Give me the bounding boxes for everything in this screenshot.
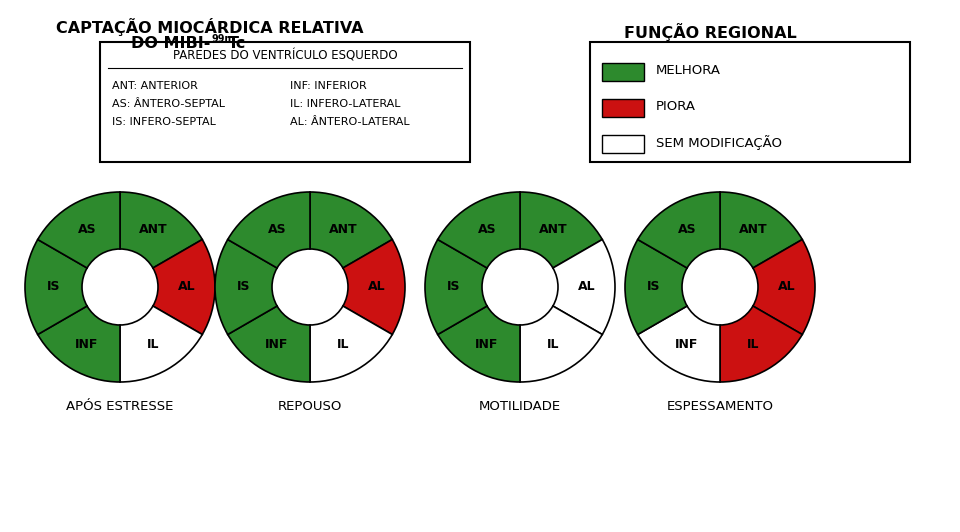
Text: IS: IS <box>237 280 251 294</box>
Wedge shape <box>753 239 815 335</box>
Text: 99m: 99m <box>212 34 235 44</box>
Text: AL: AL <box>578 280 595 294</box>
Text: PIORA: PIORA <box>656 101 696 113</box>
Text: INF: INF <box>75 338 99 351</box>
Text: IL: IL <box>747 338 759 351</box>
Wedge shape <box>637 192 720 268</box>
Bar <box>602 63 644 81</box>
Text: DO MIBI-: DO MIBI- <box>131 37 210 52</box>
Text: PAREDES DO VENTRÍCULO ESQUERDO: PAREDES DO VENTRÍCULO ESQUERDO <box>173 49 397 62</box>
Wedge shape <box>37 306 120 382</box>
Text: AS: AS <box>78 223 96 236</box>
Bar <box>590 42 910 162</box>
Text: REPOUSO: REPOUSO <box>277 400 342 413</box>
Text: INF: INF <box>265 338 288 351</box>
Text: ESPESSAMENTO: ESPESSAMENTO <box>666 400 774 413</box>
Text: INF: INF <box>675 338 699 351</box>
Wedge shape <box>520 306 602 382</box>
Text: IL: IL <box>547 338 560 351</box>
Text: FUNÇÃO REGIONAL: FUNÇÃO REGIONAL <box>624 23 797 41</box>
Text: AS: ÂNTERO-SEPTAL: AS: ÂNTERO-SEPTAL <box>112 99 225 109</box>
Wedge shape <box>637 306 720 382</box>
Wedge shape <box>37 192 120 268</box>
Wedge shape <box>228 306 310 382</box>
Wedge shape <box>425 239 487 335</box>
Wedge shape <box>520 192 602 268</box>
Bar <box>602 99 644 117</box>
Bar <box>100 42 470 162</box>
Text: IL: INFERO-LATERAL: IL: INFERO-LATERAL <box>290 99 400 109</box>
Text: AL: AL <box>368 280 385 294</box>
Text: MOTILIDADE: MOTILIDADE <box>479 400 561 413</box>
Text: AS: AS <box>477 223 496 236</box>
Wedge shape <box>310 192 393 268</box>
Text: IS: IS <box>647 280 660 294</box>
Text: AS: AS <box>678 223 696 236</box>
Text: IS: IS <box>446 280 460 294</box>
Text: INF: INF <box>475 338 498 351</box>
Text: AL: AL <box>778 280 795 294</box>
Wedge shape <box>310 306 393 382</box>
Wedge shape <box>720 192 803 268</box>
Wedge shape <box>153 239 215 335</box>
Wedge shape <box>438 192 520 268</box>
Bar <box>602 135 644 153</box>
Text: ANT: ANT <box>739 223 768 236</box>
Text: IL: IL <box>147 338 159 351</box>
Text: CAPTAÇÃO MIOCÁRDICA RELATIVA: CAPTAÇÃO MIOCÁRDICA RELATIVA <box>57 18 364 36</box>
Text: MELHORA: MELHORA <box>656 64 721 78</box>
Text: Tc: Tc <box>228 37 247 52</box>
Wedge shape <box>343 239 405 335</box>
Wedge shape <box>120 306 203 382</box>
Text: ANT: ANT <box>329 223 357 236</box>
Text: IL: IL <box>337 338 349 351</box>
Wedge shape <box>215 239 277 335</box>
Text: AL: ÂNTERO-LATERAL: AL: ÂNTERO-LATERAL <box>290 117 410 127</box>
Text: ANT: ANT <box>539 223 567 236</box>
Text: ANT: ANT <box>139 223 168 236</box>
Text: INF: INFERIOR: INF: INFERIOR <box>290 81 367 91</box>
Wedge shape <box>120 192 203 268</box>
Wedge shape <box>553 239 615 335</box>
Wedge shape <box>720 306 803 382</box>
Text: AS: AS <box>268 223 286 236</box>
Text: ANT: ANTERIOR: ANT: ANTERIOR <box>112 81 198 91</box>
Wedge shape <box>228 192 310 268</box>
Wedge shape <box>625 239 687 335</box>
Text: AL: AL <box>178 280 195 294</box>
Text: APÓS ESTRESSE: APÓS ESTRESSE <box>66 400 174 413</box>
Text: IS: IS <box>47 280 60 294</box>
Text: SEM MODIFICAÇÃO: SEM MODIFICAÇÃO <box>656 136 782 151</box>
Wedge shape <box>25 239 87 335</box>
Wedge shape <box>438 306 520 382</box>
Text: IS: INFERO-SEPTAL: IS: INFERO-SEPTAL <box>112 117 216 127</box>
